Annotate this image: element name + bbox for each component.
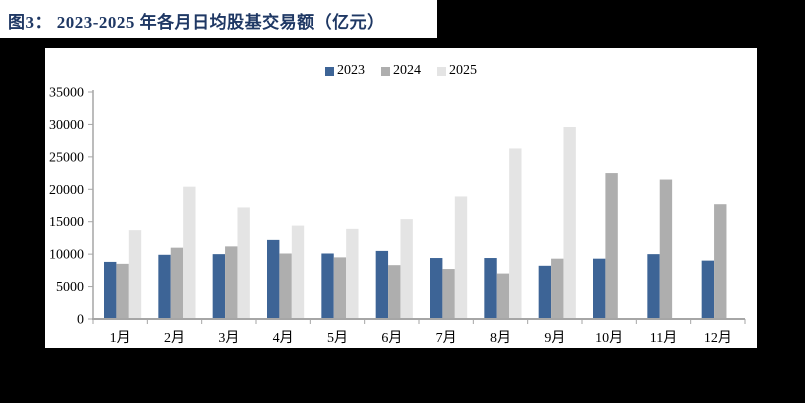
bar-2023-2月 xyxy=(158,254,171,319)
bar-2024-6月 xyxy=(388,265,401,319)
x-category-label-4月: 4月 xyxy=(273,330,294,346)
bar-2025-6月 xyxy=(400,219,413,319)
bar-2024-4月 xyxy=(279,253,292,319)
bar-2025-3月 xyxy=(237,207,250,319)
legend-swatch-2023 xyxy=(325,66,334,76)
bar-2025-2月 xyxy=(183,186,196,319)
bar-2025-9月 xyxy=(563,127,576,319)
bar-2025-8月 xyxy=(509,148,522,319)
bar-2023-5月 xyxy=(321,253,334,319)
x-category-label-3月: 3月 xyxy=(218,330,239,346)
x-category-label-11月: 11月 xyxy=(650,330,677,346)
legend-label-2023: 2023 xyxy=(337,63,365,78)
bar-2023-7月 xyxy=(430,258,443,319)
bar-2025-5月 xyxy=(346,228,359,319)
bar-2024-2月 xyxy=(170,247,184,319)
y-tick-label-10000: 10000 xyxy=(49,248,84,263)
bar-2023-3月 xyxy=(212,254,226,319)
legend-label-2025: 2025 xyxy=(449,63,477,78)
x-category-label-10月: 10月 xyxy=(595,330,623,346)
y-tick-label-20000: 20000 xyxy=(49,183,84,198)
y-tick-label-15000: 15000 xyxy=(49,215,84,230)
x-category-label-1月: 1月 xyxy=(110,330,131,346)
x-category-label-12月: 12月 xyxy=(704,330,732,346)
y-tick-label-0: 0 xyxy=(77,313,84,328)
legend-item-2025: 2025 xyxy=(437,63,477,79)
x-category-label-9月: 9月 xyxy=(544,330,565,346)
bar-2024-5月 xyxy=(333,257,347,319)
bar-2023-1月 xyxy=(104,261,117,319)
x-category-label-7月: 7月 xyxy=(436,330,457,346)
legend-swatch-2024 xyxy=(381,66,390,76)
bar-2024-11月 xyxy=(659,179,673,319)
bar-2023-12月 xyxy=(701,260,715,319)
x-category-label-5月: 5月 xyxy=(327,330,348,346)
x-category-label-8月: 8月 xyxy=(490,330,511,346)
chart-legend: 2023 2024 2025 xyxy=(45,63,757,79)
figure-title-bar: 图3： 2023-2025 年各月日均股基交易额（亿元） xyxy=(0,0,437,38)
chart-box: 2023 2024 2025 0 5000 10000 15000 20000 25000 30… xyxy=(45,48,757,348)
y-tick-label-35000: 35000 xyxy=(49,86,84,101)
y-tick-label-25000: 25000 xyxy=(49,150,84,165)
bar-2023-8月 xyxy=(484,258,497,319)
chart-plot: 0 5000 10000 15000 20000 25000 30000 35000 1月 2月 3… xyxy=(49,86,746,346)
bar-2025-7月 xyxy=(454,196,468,319)
bar-2024-3月 xyxy=(225,246,238,319)
bar-2025-1月 xyxy=(128,230,142,319)
bar-2024-9月 xyxy=(551,258,564,319)
bar-2025-4月 xyxy=(291,225,305,319)
legend-item-2024: 2024 xyxy=(381,63,421,79)
bar-2024-10月 xyxy=(605,173,618,319)
bar-2023-11月 xyxy=(647,254,660,319)
x-category-label-6月: 6月 xyxy=(381,330,402,346)
bar-2024-7月 xyxy=(442,269,455,319)
bar-2024-8月 xyxy=(496,273,510,319)
y-tick-label-30000: 30000 xyxy=(49,118,84,133)
legend-swatch-2025 xyxy=(437,66,446,76)
legend-item-2023: 2023 xyxy=(325,63,365,79)
legend-label-2024: 2024 xyxy=(393,63,421,78)
bar-2024-1月 xyxy=(116,263,129,319)
x-category-label-2月: 2月 xyxy=(164,330,185,346)
y-tick-label-5000: 5000 xyxy=(56,280,84,295)
figure-title: 图3： 2023-2025 年各月日均股基交易额（亿元） xyxy=(8,13,385,32)
bar-2023-6月 xyxy=(375,250,389,319)
bar-2023-10月 xyxy=(593,258,606,319)
bar-2023-9月 xyxy=(538,265,552,319)
bar-2023-4月 xyxy=(267,239,280,319)
bar-2024-12月 xyxy=(714,204,727,319)
